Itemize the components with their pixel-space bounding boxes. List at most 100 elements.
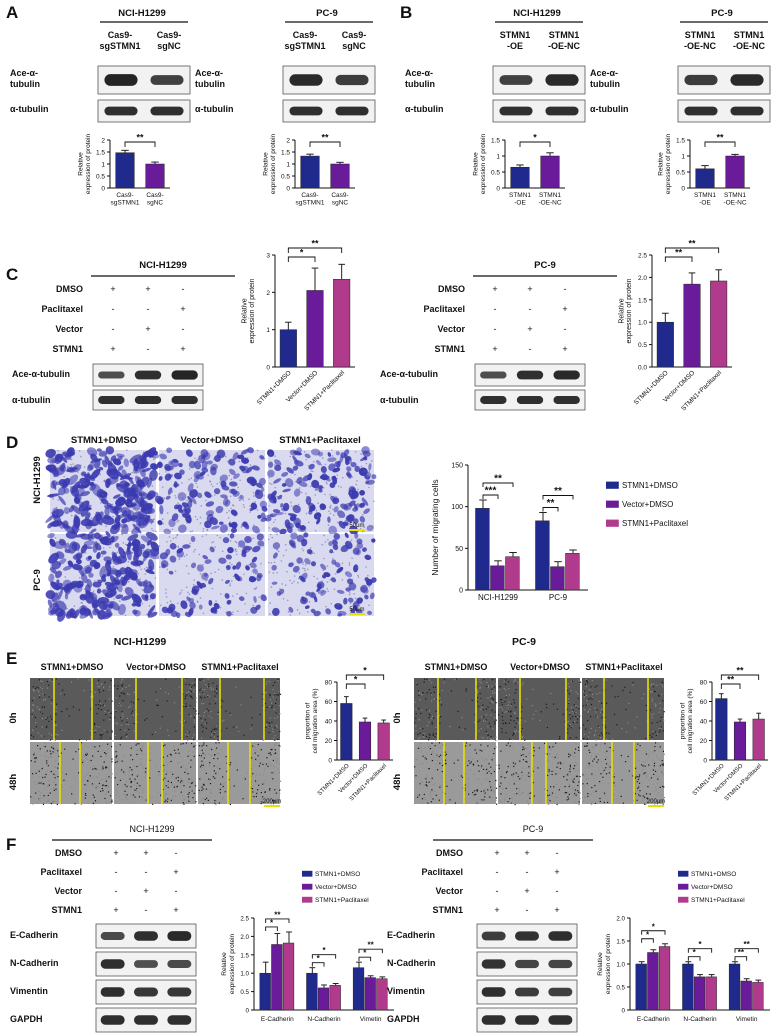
cell-texture: [168, 734, 170, 737]
cell-texture: [656, 794, 659, 796]
cell-texture: [605, 746, 608, 748]
pore: [204, 465, 206, 468]
cell-texture: [190, 691, 193, 693]
pore: [124, 614, 127, 617]
stained-cell: [340, 544, 349, 553]
scale-bar-label: 50μm: [349, 523, 364, 529]
sig-bracket: [358, 956, 372, 962]
F-H1299-sign: +: [173, 905, 178, 915]
cell-texture: [509, 798, 511, 800]
cell-texture: [278, 744, 280, 747]
stained-cell: [327, 457, 337, 463]
pore: [365, 566, 367, 568]
cell-texture: [56, 783, 58, 785]
cell-texture: [521, 684, 523, 686]
cell-texture: [464, 798, 466, 800]
cell-texture: [160, 758, 162, 760]
bar: [300, 155, 320, 189]
cell-texture: [568, 725, 571, 727]
cell-texture: [266, 680, 268, 683]
cell-texture: [521, 774, 523, 777]
pore: [175, 497, 177, 499]
cell-texture: [432, 784, 434, 786]
stained-cell: [345, 587, 351, 592]
pore: [327, 590, 329, 593]
cell-texture: [512, 734, 514, 736]
stained-cell: [328, 541, 334, 547]
cell-texture: [270, 749, 272, 751]
stained-cell: [268, 461, 274, 468]
sig-label: **: [688, 239, 696, 249]
cell-texture: [123, 693, 126, 695]
F-PC9-sign: +: [554, 905, 559, 915]
C-PC9-condition-label: DMSO: [438, 284, 465, 294]
cell-texture: [78, 756, 80, 759]
cell-texture: [495, 803, 498, 805]
cell-texture: [133, 691, 135, 693]
cell-texture: [643, 796, 646, 798]
cell-texture: [132, 714, 135, 716]
stained-cell: [100, 538, 110, 545]
cell-texture: [564, 785, 566, 788]
cell-texture: [495, 787, 498, 789]
cell-texture: [279, 713, 281, 715]
stained-cell: [103, 556, 113, 563]
cell-texture: [418, 718, 420, 720]
stained-cell: [266, 449, 275, 457]
C-H1299-sign: -: [112, 324, 115, 334]
cell-texture: [654, 803, 656, 805]
cell-texture: [505, 679, 507, 681]
cell-texture: [54, 705, 56, 707]
blot-band: [481, 959, 506, 969]
stained-cell: [313, 512, 322, 520]
pore: [325, 481, 328, 483]
cell-texture: [124, 755, 126, 757]
cell-texture: [175, 752, 177, 754]
cell-texture: [251, 717, 253, 719]
stained-cell: [330, 495, 337, 503]
cell-texture: [495, 797, 497, 799]
bar: [535, 520, 550, 591]
cell-texture: [250, 799, 252, 801]
cell-texture: [528, 772, 530, 774]
cell-texture: [647, 756, 650, 758]
cell-texture: [574, 765, 576, 767]
cell-texture: [597, 743, 599, 745]
pore: [229, 584, 231, 587]
cell-texture: [488, 796, 490, 798]
pore: [297, 581, 299, 584]
pore: [216, 483, 218, 485]
cell-texture: [208, 695, 210, 697]
cell-texture: [602, 776, 604, 778]
cell-texture: [501, 770, 503, 772]
pore: [358, 604, 361, 607]
stained-cell: [86, 462, 95, 472]
cell-texture: [604, 727, 607, 729]
cell-texture: [493, 791, 495, 793]
cell-texture: [440, 746, 442, 749]
pore: [140, 568, 142, 571]
pore: [219, 451, 221, 453]
cell-texture: [244, 778, 246, 780]
cell-texture: [596, 715, 598, 718]
cell-texture: [98, 679, 100, 681]
cell-texture: [421, 694, 423, 696]
cell-texture: [226, 790, 228, 792]
stained-cell: [62, 451, 71, 458]
F-PC9-blot-label: N-Cadherin: [387, 958, 436, 968]
pore: [80, 582, 83, 584]
cell-texture: [191, 742, 193, 745]
cell-texture: [579, 798, 581, 800]
cell-texture: [512, 738, 514, 741]
cell-texture: [178, 686, 180, 688]
cell-texture: [659, 707, 661, 709]
cell-texture: [429, 679, 431, 681]
cell-texture: [265, 691, 267, 693]
cell-texture: [518, 789, 520, 792]
stained-cell: [327, 516, 331, 523]
cell-texture: [586, 700, 588, 702]
cell-texture: [83, 689, 85, 692]
cell-texture: [662, 750, 665, 753]
cell-texture: [457, 759, 459, 761]
cell-texture: [102, 749, 104, 751]
